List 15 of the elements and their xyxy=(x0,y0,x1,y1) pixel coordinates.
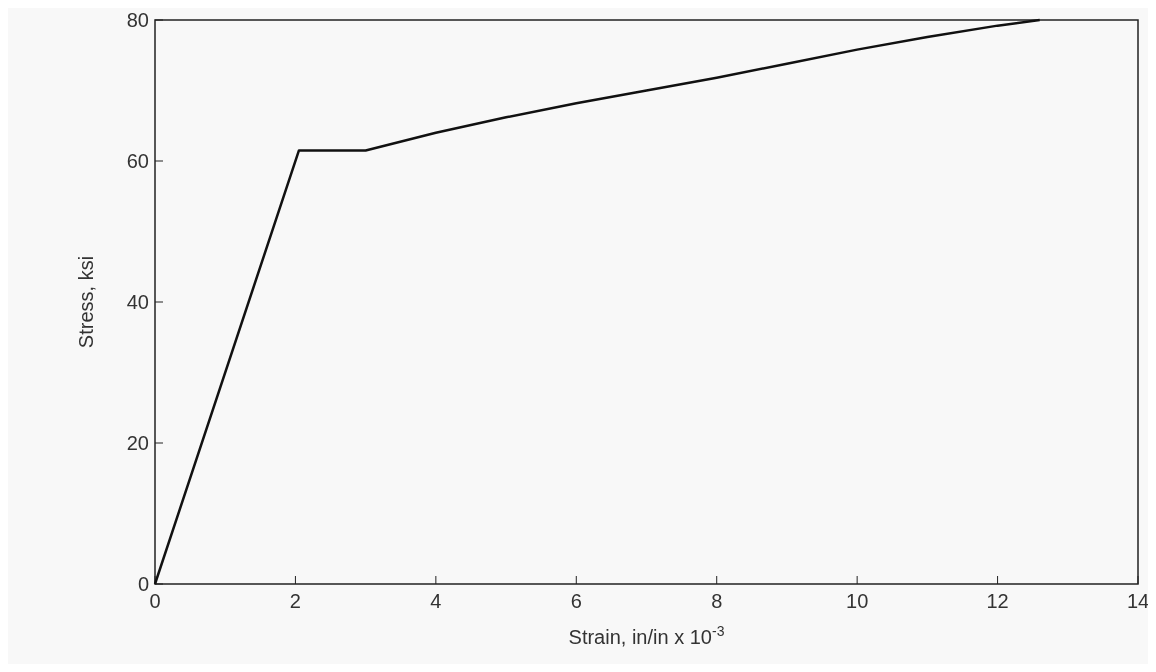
x-tick-label: 12 xyxy=(986,590,1009,612)
y-tick-label: 80 xyxy=(126,9,149,31)
y-tick-label: 20 xyxy=(126,432,149,454)
x-tick-label: 8 xyxy=(711,590,723,612)
y-tick-label: 60 xyxy=(126,150,149,172)
x-tick-label: 4 xyxy=(430,590,442,612)
x-tick-label: 10 xyxy=(846,590,869,612)
y-tick-label: 0 xyxy=(137,573,149,595)
y-axis-title: Stress, ksi xyxy=(75,255,97,349)
x-tick-label: 6 xyxy=(570,590,582,612)
x-tick-label: 2 xyxy=(289,590,301,612)
line-series xyxy=(153,18,1041,586)
x-tick-label: 14 xyxy=(1126,590,1150,612)
y-tick-label: 40 xyxy=(126,291,149,313)
x-axis-title: Strain, in/in x 10$^{-3}$ xyxy=(568,623,725,648)
